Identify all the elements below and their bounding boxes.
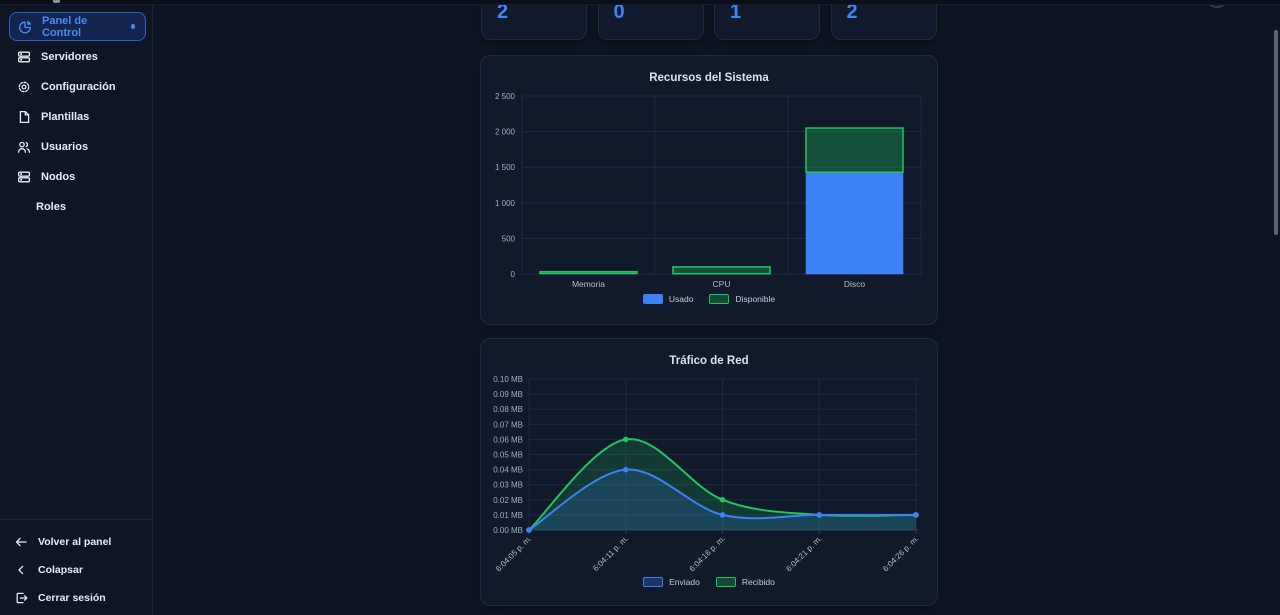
- svg-text:6:04:26 p. m.: 6:04:26 p. m.: [881, 534, 920, 573]
- svg-text:2 000: 2 000: [495, 128, 516, 137]
- chevron-left-icon: [18, 565, 24, 575]
- chart-title-trafico: Tráfico de Red: [669, 355, 749, 367]
- chart-card-recursos: 0 500 1 000 1 500 2 000 2 500 Memoria CPU Disco …: [480, 55, 938, 325]
- line-chart: 0.00 MB 0.01 MB 0.02 MB 0.03 MB 0.04 MB 0.05 …: [493, 375, 920, 573]
- logout-icon: [16, 592, 28, 604]
- sidebar-item-label: Plantillas: [41, 111, 90, 123]
- bar-chart-legend: Usado Disponible: [481, 294, 937, 304]
- scroll-artifact: [53, 0, 60, 3]
- sidebar-item-label: Panel de Control: [42, 14, 88, 39]
- server-icon: [17, 51, 31, 63]
- active-indicator-dot: [130, 24, 135, 29]
- server-icon: [17, 171, 31, 183]
- sidebar-item-panel-de-control[interactable]: Panel de Control: [9, 12, 146, 41]
- svg-text:0.08 MB: 0.08 MB: [493, 405, 523, 414]
- sidebar-footer-item-label: Volver al panel: [38, 536, 112, 548]
- svg-text:Memoria: Memoria: [572, 279, 605, 289]
- svg-text:0.05 MB: 0.05 MB: [493, 451, 523, 460]
- svg-text:0.07 MB: 0.07 MB: [493, 420, 523, 429]
- sidebar-footer-item-label: Colapsar: [38, 564, 83, 576]
- svg-text:1 000: 1 000: [495, 199, 516, 208]
- stat-card-value: 1: [730, 1, 742, 23]
- svg-text:1 500: 1 500: [495, 163, 516, 172]
- svg-text:Disco: Disco: [844, 279, 866, 289]
- users-icon: [17, 141, 31, 153]
- arrow-left-icon: [15, 537, 27, 547]
- svg-text:6:04:16 p. m.: 6:04:16 p. m.: [688, 534, 727, 573]
- legend-item-recibido[interactable]: Recibido: [715, 577, 775, 587]
- chart-card-trafico: 0.00 MB 0.01 MB 0.02 MB 0.03 MB 0.04 MB 0.05 …: [480, 338, 938, 606]
- pie-chart-icon: [19, 20, 32, 33]
- legend-item-enviado[interactable]: Enviado: [643, 577, 700, 587]
- svg-text:2 500: 2 500: [495, 92, 516, 101]
- svg-text:0.02 MB: 0.02 MB: [493, 496, 523, 505]
- legend-swatch: [642, 294, 663, 304]
- sidebar-footer-item-volver-al-panel[interactable]: Volver al panel: [0, 528, 152, 556]
- sidebar-item-label: Servidores: [41, 51, 98, 63]
- bar-chart: 0 500 1 000 1 500 2 000 2 500 Memoria CPU Disco: [495, 92, 922, 289]
- top-bar: [0, 0, 1280, 5]
- svg-text:0.00 MB: 0.00 MB: [493, 526, 523, 535]
- sidebar-footer: Volver al panel Colapsar Cerrar sesión: [0, 519, 152, 612]
- sidebar: Panel de Control Servidores Configuración P…: [0, 0, 153, 615]
- sidebar-footer-item-colapsar[interactable]: Colapsar: [0, 556, 152, 584]
- sidebar-footer-item-cerrar-sesion[interactable]: Cerrar sesión: [0, 584, 152, 612]
- svg-text:0.06 MB: 0.06 MB: [493, 435, 523, 444]
- sidebar-item-label: Nodos: [41, 171, 76, 183]
- stat-card-0: 2: [481, 0, 587, 40]
- sidebar-item-nodos[interactable]: Nodos: [0, 162, 152, 192]
- sidebar-footer-nav: Volver al panel Colapsar Cerrar sesión: [0, 528, 152, 612]
- svg-text:0.01 MB: 0.01 MB: [493, 511, 523, 520]
- document-icon: [19, 110, 30, 124]
- legend-item-disponible[interactable]: Disponible: [709, 294, 775, 304]
- sidebar-footer-item-label: Cerrar sesión: [38, 592, 106, 604]
- stat-card-1: 0: [597, 0, 704, 40]
- svg-text:CPU: CPU: [713, 279, 731, 289]
- gear-icon: [18, 81, 30, 93]
- stat-card-value: 0: [613, 1, 625, 23]
- svg-text:500: 500: [502, 234, 516, 243]
- sidebar-item-plantillas[interactable]: Plantillas: [0, 102, 152, 132]
- svg-text:0.10 MB: 0.10 MB: [493, 375, 523, 384]
- svg-text:0.09 MB: 0.09 MB: [493, 390, 523, 399]
- svg-text:6:04:21 p. m.: 6:04:21 p. m.: [784, 534, 823, 573]
- sidebar-item-roles[interactable]: Roles: [0, 192, 152, 222]
- stat-card-3: 2: [830, 0, 937, 40]
- scrollbar-thumb[interactable]: [1274, 30, 1278, 235]
- sidebar-item-usuarios[interactable]: Usuarios: [0, 132, 152, 162]
- legend-item-usado[interactable]: Usado: [642, 294, 694, 304]
- legend-label: Enviado: [669, 577, 700, 587]
- svg-text:6:04:05 p. m.: 6:04:05 p. m.: [494, 534, 533, 573]
- sidebar-item-label: Roles: [36, 201, 66, 213]
- legend-label: Usado: [668, 294, 694, 304]
- line-chart-legend: Enviado Recibido: [481, 577, 937, 587]
- legend-swatch: [643, 577, 664, 587]
- stat-card-value: 2: [846, 1, 858, 23]
- sidebar-item-configuracion[interactable]: Configuración: [0, 72, 152, 102]
- chart-title-recursos: Recursos del Sistema: [649, 72, 769, 84]
- legend-swatch: [709, 294, 730, 304]
- svg-text:0: 0: [511, 270, 516, 279]
- svg-text:6:04:11 p. m.: 6:04:11 p. m.: [591, 534, 630, 573]
- svg-text:0.04 MB: 0.04 MB: [493, 466, 523, 475]
- sidebar-item-label: Configuración: [41, 81, 116, 93]
- sidebar-item-servidores[interactable]: Servidores: [0, 42, 152, 72]
- svg-text:0.03 MB: 0.03 MB: [493, 481, 523, 490]
- legend-swatch: [715, 577, 736, 587]
- legend-label: Disponible: [735, 294, 776, 304]
- stat-card-2: 1: [714, 0, 820, 40]
- sidebar-nav: Panel de Control Servidores Configuración P…: [0, 12, 152, 222]
- stat-card-value: 2: [497, 1, 509, 23]
- sidebar-item-label: Usuarios: [41, 141, 89, 153]
- legend-label: Recibido: [741, 577, 775, 587]
